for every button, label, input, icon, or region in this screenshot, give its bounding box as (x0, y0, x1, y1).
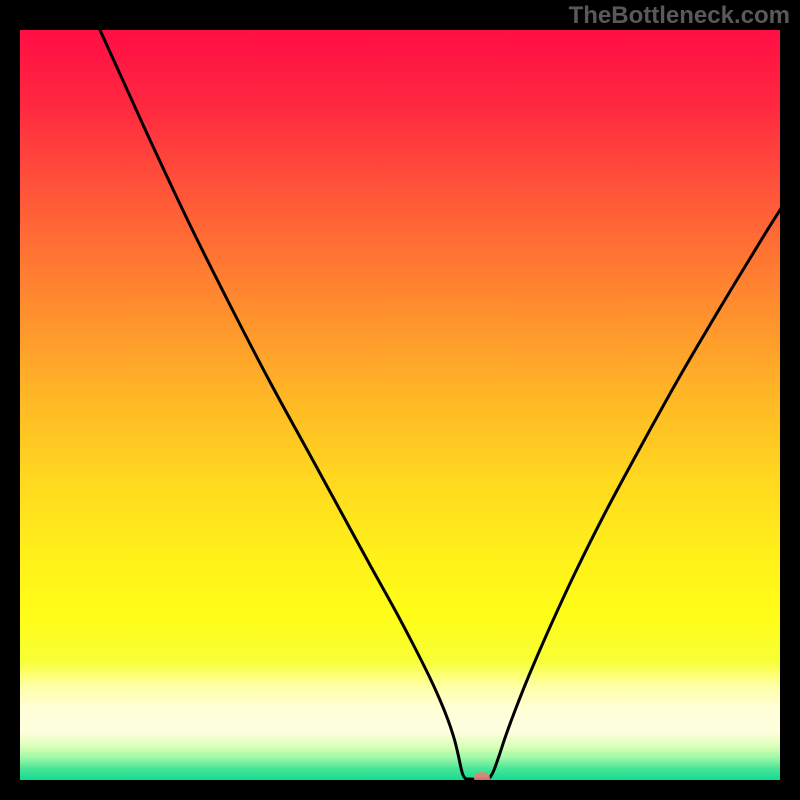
chart-frame: TheBottleneck.com (0, 0, 800, 800)
gradient-background (20, 30, 780, 780)
plot-area (20, 30, 780, 780)
watermark-text: TheBottleneck.com (569, 2, 790, 30)
gradient-plot-svg (20, 30, 780, 780)
